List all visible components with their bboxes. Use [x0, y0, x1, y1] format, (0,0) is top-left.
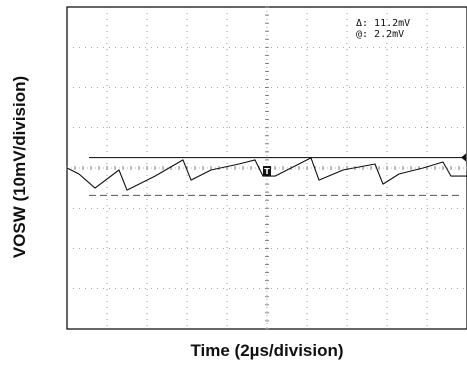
waveform-path [66, 157, 467, 191]
x-axis-label: Time (2µs/division) [190, 341, 344, 360]
trigger-marker-box [263, 166, 271, 177]
cursor-lines [89, 153, 466, 196]
scope-display: T [66, 6, 467, 330]
oscilloscope-plot: T [66, 6, 467, 330]
at-readout: @: 2.2mV [356, 29, 405, 40]
trigger-level-arrow [461, 153, 466, 162]
delta-readout: Δ: 11.2mV [356, 18, 411, 29]
trigger-marker-glyph: T [264, 167, 270, 176]
waveform-trace [66, 157, 467, 191]
y-axis-label: VOSW (10mV/division) [10, 75, 29, 259]
trigger-marker: T [263, 166, 271, 177]
